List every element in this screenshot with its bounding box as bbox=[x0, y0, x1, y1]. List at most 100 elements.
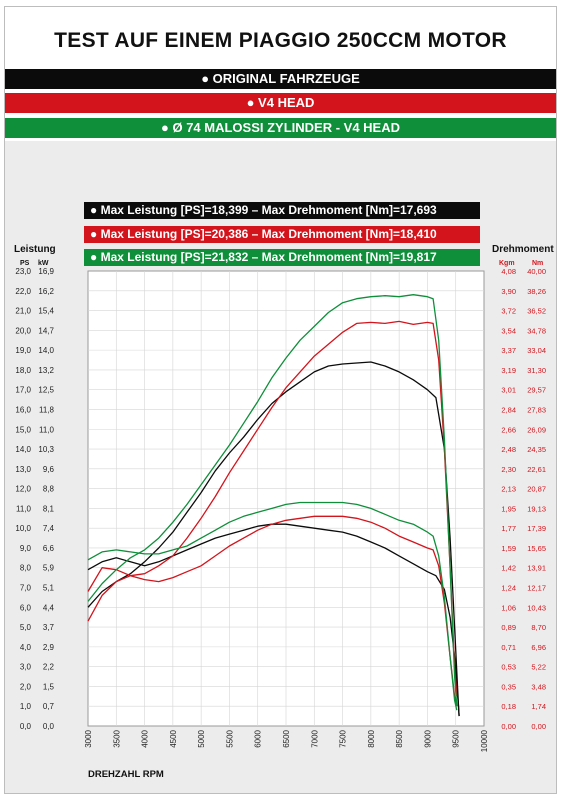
y-tick-nm: 15,65 bbox=[527, 544, 546, 553]
y-tick-kgm: 3,54 bbox=[501, 326, 516, 335]
y-tick-kgm: 3,19 bbox=[501, 366, 516, 375]
y-tick-ps: 19,0 bbox=[15, 346, 31, 355]
y-tick-nm: 27,83 bbox=[527, 405, 546, 414]
y-tick-ps: 14,0 bbox=[15, 445, 31, 454]
y-tick-ps: 8,0 bbox=[20, 564, 32, 573]
y-tick-nm: 8,70 bbox=[531, 623, 546, 632]
y-tick-ps: 10,0 bbox=[15, 524, 31, 533]
y-tick-kgm: 3,72 bbox=[501, 307, 516, 316]
left-unit-ps: PS bbox=[20, 260, 30, 267]
y-tick-ps: 2,0 bbox=[20, 682, 32, 691]
series-line-power-2 bbox=[87, 320, 458, 697]
y-tick-nm: 38,26 bbox=[527, 287, 546, 296]
y-tick-ps: 22,0 bbox=[15, 287, 31, 296]
band-v4-head: ● V4 HEAD bbox=[5, 93, 556, 113]
y-tick-kw: 14,0 bbox=[38, 346, 54, 355]
x-tick-label: 4000 bbox=[141, 729, 150, 747]
chart-title: TEST AUF EINEM PIAGGIO 250CCM MOTOR bbox=[54, 29, 507, 52]
x-tick-label: 7000 bbox=[310, 729, 319, 747]
y-tick-kgm: 0,53 bbox=[501, 663, 516, 672]
y-tick-nm: 40,00 bbox=[527, 267, 546, 276]
y-tick-ps: 17,0 bbox=[15, 386, 31, 395]
x-tick-label: 3000 bbox=[84, 729, 93, 747]
y-tick-kw: 12,5 bbox=[38, 386, 54, 395]
y-tick-kw: 8,8 bbox=[43, 485, 55, 494]
right-axis-title: Drehmoment bbox=[492, 244, 554, 255]
y-tick-kgm: 0,00 bbox=[501, 722, 516, 731]
x-tick-label: 6500 bbox=[282, 729, 291, 747]
legend-v4-head: ● Max Leistung [PS]=20,386 – Max Drehmom… bbox=[84, 226, 480, 243]
y-tick-kw: 16,2 bbox=[38, 287, 54, 296]
y-tick-ps: 16,0 bbox=[15, 405, 31, 414]
y-tick-nm: 1,74 bbox=[531, 702, 546, 711]
y-tick-nm: 31,30 bbox=[527, 366, 546, 375]
y-tick-ps: 21,0 bbox=[15, 307, 31, 316]
series-line-torque-3 bbox=[87, 515, 458, 707]
x-tick-label: 5500 bbox=[225, 729, 234, 747]
y-tick-ps: 1,0 bbox=[20, 702, 32, 711]
y-tick-kgm: 2,48 bbox=[501, 445, 516, 454]
series-line-power-0 bbox=[87, 361, 460, 717]
y-tick-ps: 23,0 bbox=[15, 267, 31, 276]
left-axis-title: Leistung bbox=[14, 244, 56, 255]
y-tick-kw: 9,6 bbox=[43, 465, 55, 474]
y-tick-kgm: 3,37 bbox=[501, 346, 516, 355]
y-tick-kw: 0,7 bbox=[43, 702, 55, 711]
x-tick-label: 9000 bbox=[423, 729, 432, 747]
series-line-torque-1 bbox=[87, 523, 460, 717]
y-tick-nm: 12,17 bbox=[527, 584, 546, 593]
y-tick-kw: 8,1 bbox=[43, 504, 55, 513]
y-tick-kw: 5,1 bbox=[43, 584, 55, 593]
y-tick-ps: 0,0 bbox=[20, 722, 32, 731]
y-tick-nm: 13,91 bbox=[527, 564, 546, 573]
y-tick-kw: 11,0 bbox=[39, 425, 55, 434]
x-tick-label: 3500 bbox=[112, 729, 121, 747]
y-tick-kgm: 0,18 bbox=[501, 702, 516, 711]
y-tick-kw: 11,8 bbox=[39, 405, 55, 414]
y-tick-kgm: 2,30 bbox=[501, 465, 516, 474]
y-tick-ps: 20,0 bbox=[15, 326, 31, 335]
y-tick-ps: 4,0 bbox=[20, 643, 32, 652]
y-tick-kw: 15,4 bbox=[38, 307, 54, 316]
left-unit-kw: kW bbox=[38, 260, 49, 267]
y-tick-ps: 3,0 bbox=[20, 663, 32, 672]
y-tick-nm: 24,35 bbox=[527, 445, 546, 454]
y-tick-kgm: 1,24 bbox=[501, 584, 516, 593]
y-tick-kgm: 1,06 bbox=[501, 603, 516, 612]
x-tick-label: 10000 bbox=[480, 729, 489, 752]
y-tick-ps: 6,0 bbox=[20, 603, 32, 612]
y-tick-kw: 3,7 bbox=[43, 623, 55, 632]
y-tick-kw: 2,9 bbox=[43, 643, 55, 652]
y-tick-nm: 6,96 bbox=[531, 643, 546, 652]
legend-malossi: ● Max Leistung [PS]=21,832 – Max Drehmom… bbox=[84, 249, 480, 266]
y-tick-kgm: 2,84 bbox=[501, 405, 516, 414]
y-tick-ps: 11,0 bbox=[16, 504, 32, 513]
y-tick-kw: 7,4 bbox=[43, 524, 55, 533]
y-tick-kw: 13,2 bbox=[38, 366, 54, 375]
x-tick-label: 4500 bbox=[169, 729, 178, 747]
y-tick-kw: 1,5 bbox=[43, 682, 55, 691]
y-tick-kgm: 0,71 bbox=[501, 643, 516, 652]
x-tick-label: 8500 bbox=[395, 729, 404, 747]
series-line-power-4 bbox=[87, 294, 458, 707]
y-tick-kgm: 3,01 bbox=[501, 386, 516, 395]
y-tick-nm: 20,87 bbox=[527, 485, 546, 494]
y-tick-kw: 6,6 bbox=[43, 544, 55, 553]
y-tick-kgm: 2,13 bbox=[501, 485, 516, 494]
y-tick-nm: 19,13 bbox=[527, 504, 546, 513]
x-tick-label: 8000 bbox=[367, 729, 376, 747]
band-malossi: ● Ø 74 MALOSSI ZYLINDER - V4 HEAD bbox=[5, 118, 556, 138]
x-tick-label: 6000 bbox=[254, 729, 263, 747]
y-tick-kgm: 3,90 bbox=[501, 287, 516, 296]
y-tick-kgm: 1,42 bbox=[501, 564, 516, 573]
y-tick-nm: 5,22 bbox=[531, 663, 546, 672]
x-tick-label: 5000 bbox=[197, 729, 206, 747]
y-tick-nm: 3,48 bbox=[531, 682, 546, 691]
x-axis-title: DREHZAHL RPM bbox=[88, 769, 164, 780]
y-tick-nm: 0,00 bbox=[531, 722, 546, 731]
y-tick-nm: 10,43 bbox=[527, 603, 546, 612]
band-original: ● ORIGINAL FAHRZEUGE bbox=[5, 69, 556, 89]
y-tick-ps: 5,0 bbox=[20, 623, 32, 632]
y-tick-ps: 15,0 bbox=[15, 425, 31, 434]
